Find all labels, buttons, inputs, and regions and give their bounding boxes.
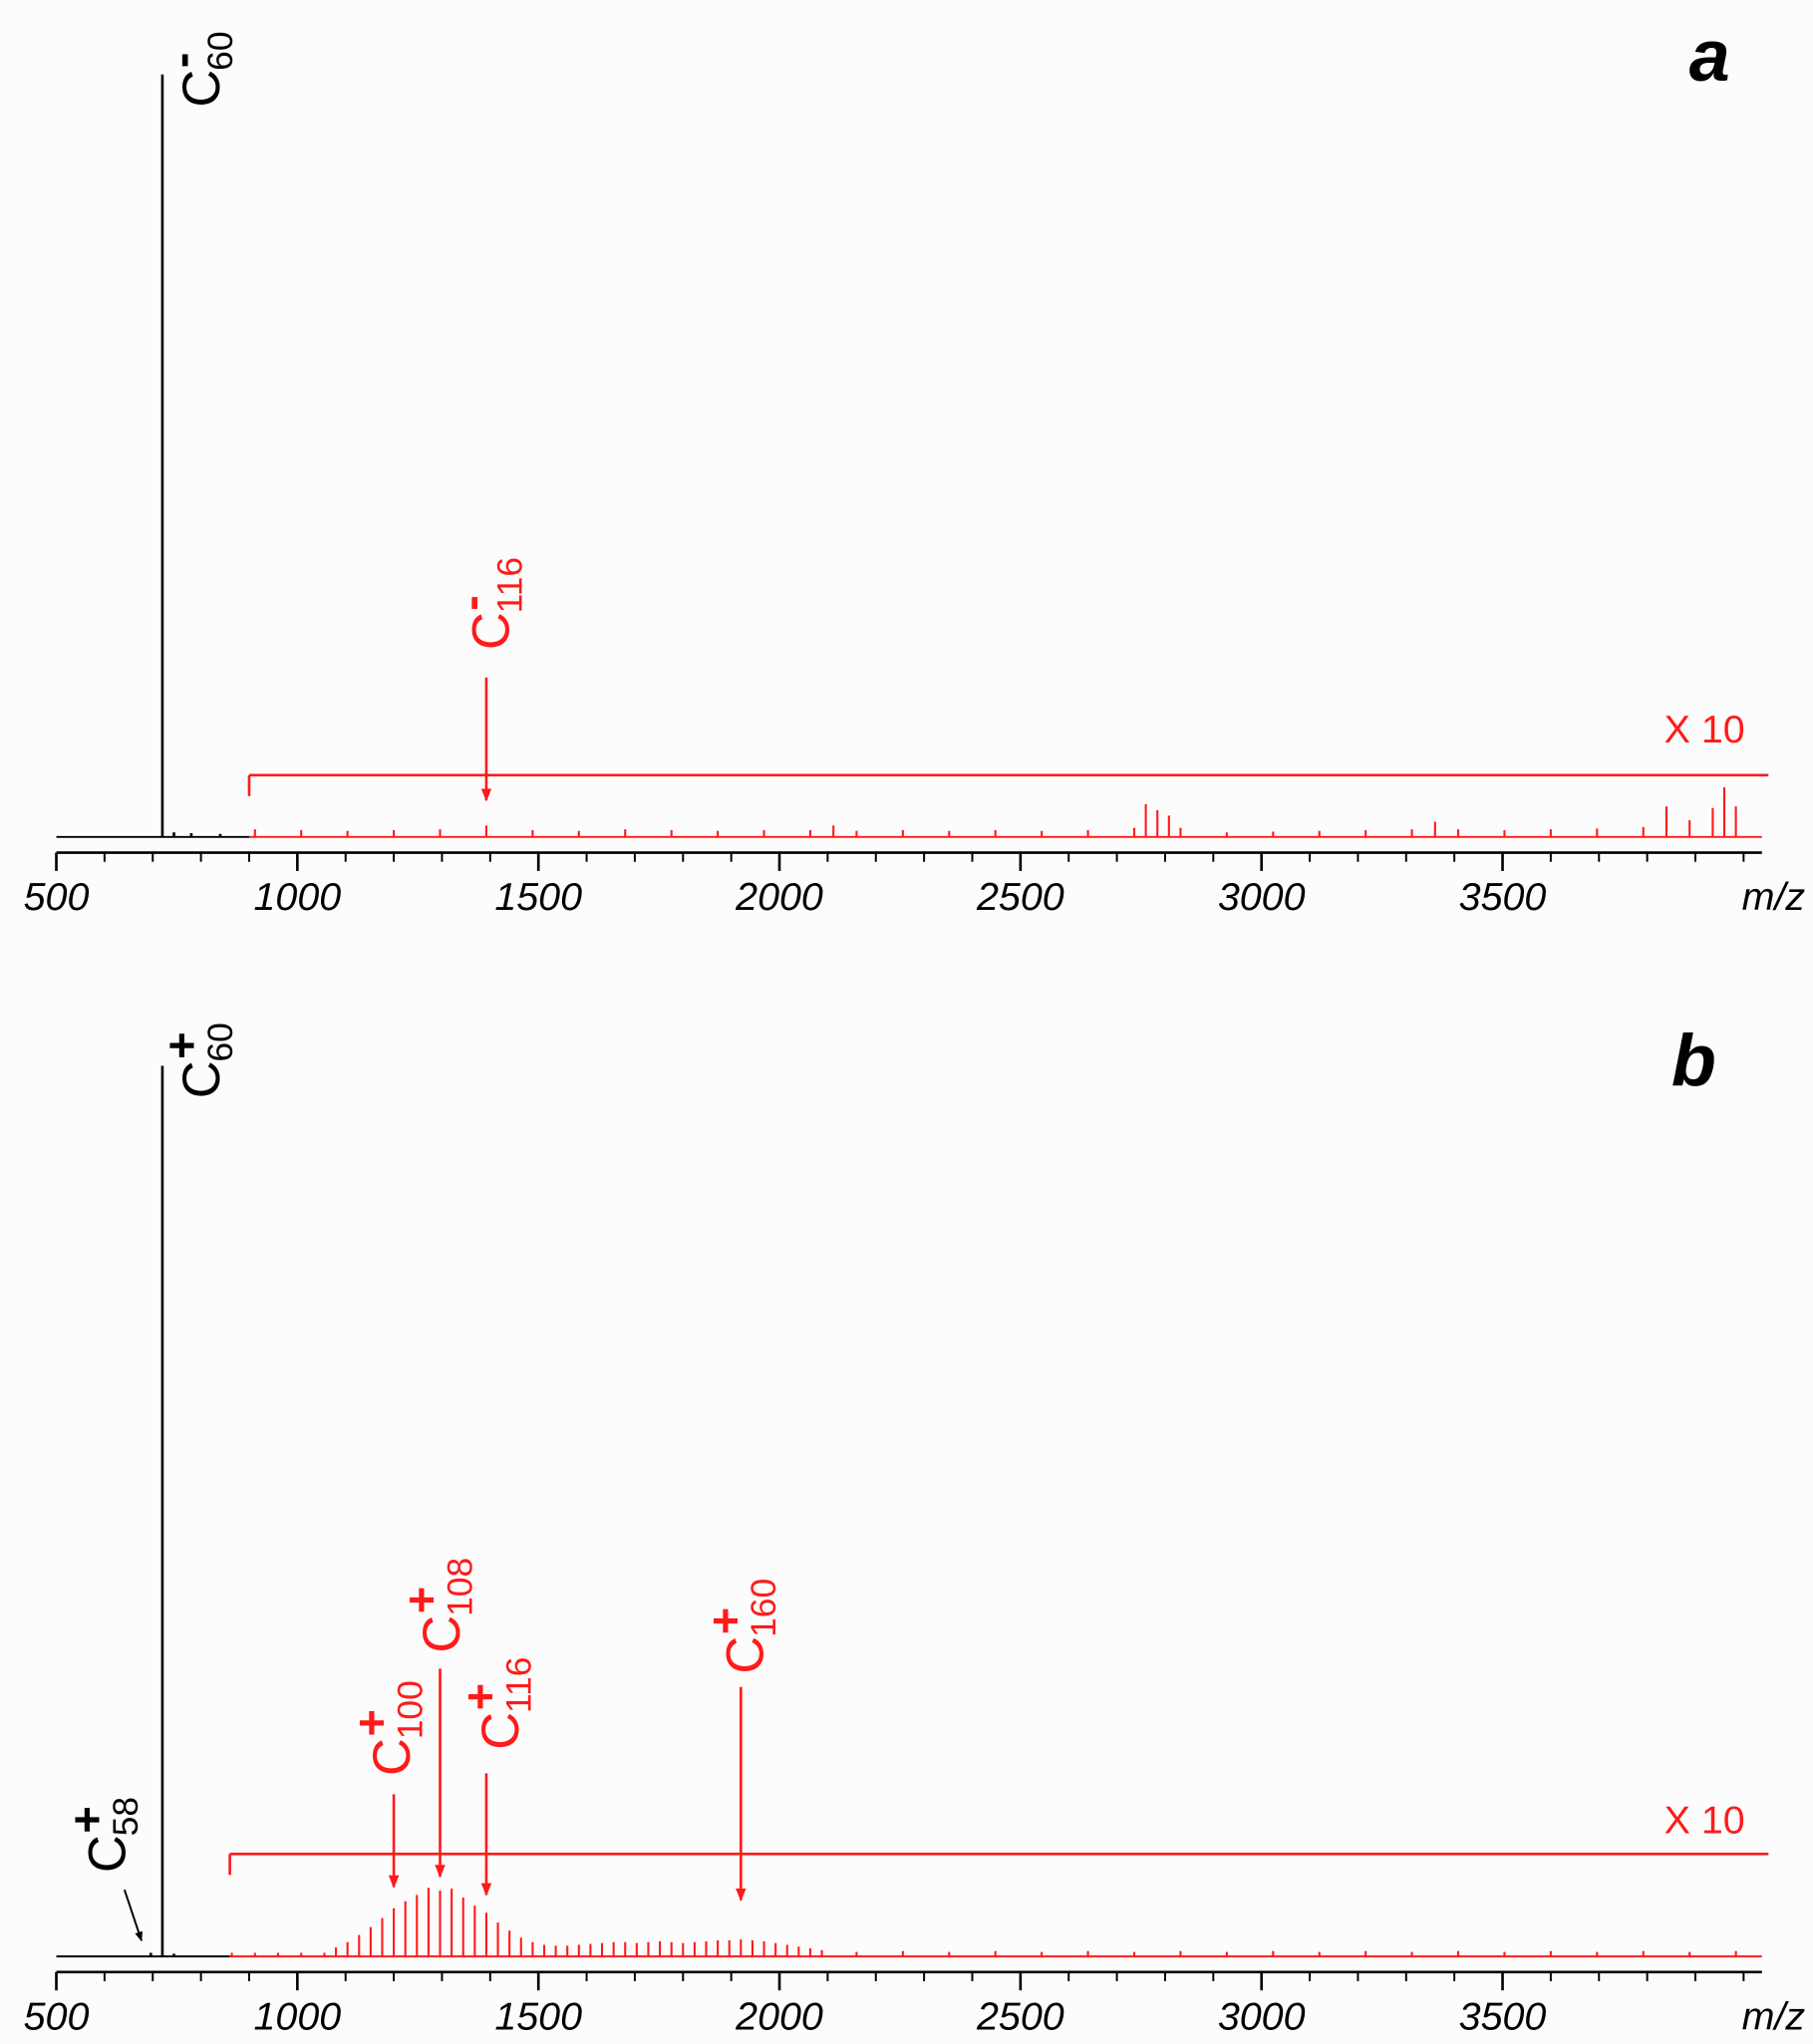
annotation-sup: + xyxy=(345,1709,398,1737)
x-tick-label: 3500 xyxy=(1459,1994,1547,2038)
x-tick-label: 1000 xyxy=(254,1994,342,2038)
x-axis-label: m/z xyxy=(1742,1994,1806,2038)
annotation-sup: + xyxy=(155,1031,208,1059)
annotation-base: C xyxy=(172,1060,231,1098)
annotation-sup: + xyxy=(61,1806,114,1834)
x-tick-label: 1000 xyxy=(254,875,342,919)
x-tick-label: 500 xyxy=(24,875,90,919)
x-tick-label: 3000 xyxy=(1218,875,1306,919)
annotation-sup: - xyxy=(155,52,208,68)
x-tick-label: 2500 xyxy=(976,1994,1064,2038)
annotation-base: C xyxy=(172,70,231,108)
x-tick-label: 3500 xyxy=(1459,875,1547,919)
peak-annotation: C60+ xyxy=(155,1022,240,1098)
annotation-base: C xyxy=(717,1636,775,1674)
x-tick-label: 3000 xyxy=(1218,1994,1306,2038)
annotation-sub: 60 xyxy=(200,1022,240,1061)
x-tick-label: 2500 xyxy=(976,875,1064,919)
annotation-sup: - xyxy=(445,595,497,611)
annotation-base: C xyxy=(79,1835,138,1873)
annotation-sub: 116 xyxy=(498,1657,538,1713)
x-tick-label: 1500 xyxy=(494,875,582,919)
peak-annotation: C58+ xyxy=(61,1797,146,1873)
panel-label: b xyxy=(1671,1019,1716,1101)
x-tick-label: 1500 xyxy=(494,1994,582,2038)
x-tick-label: 2000 xyxy=(735,1994,823,2038)
annotation-base: C xyxy=(413,1615,471,1653)
annotation-sub: 116 xyxy=(489,557,529,613)
annotation-sub: 58 xyxy=(106,1797,146,1836)
annotation-base: C xyxy=(363,1738,422,1776)
annotation-sup: + xyxy=(395,1587,448,1614)
annotation-sub: 60 xyxy=(200,31,240,70)
annotation-sub: 100 xyxy=(390,1680,430,1739)
annotation-sub: 160 xyxy=(744,1579,783,1637)
annotation-sub: 108 xyxy=(440,1558,479,1616)
annotation-sup: + xyxy=(453,1683,506,1711)
annotation-arrow xyxy=(123,1889,143,1942)
x-axis-label: m/z xyxy=(1742,875,1806,919)
annotation-base: C xyxy=(462,612,521,650)
magnification-label: X 10 xyxy=(1664,1799,1745,1843)
magnification-label: X 10 xyxy=(1664,708,1745,751)
x-tick-label: 2000 xyxy=(735,875,823,919)
annotation-sup: + xyxy=(699,1607,752,1635)
peak-annotation: C60- xyxy=(155,31,240,107)
annotation-base: C xyxy=(471,1712,530,1750)
panel-label: a xyxy=(1689,14,1730,97)
x-tick-label: 500 xyxy=(24,1994,90,2038)
